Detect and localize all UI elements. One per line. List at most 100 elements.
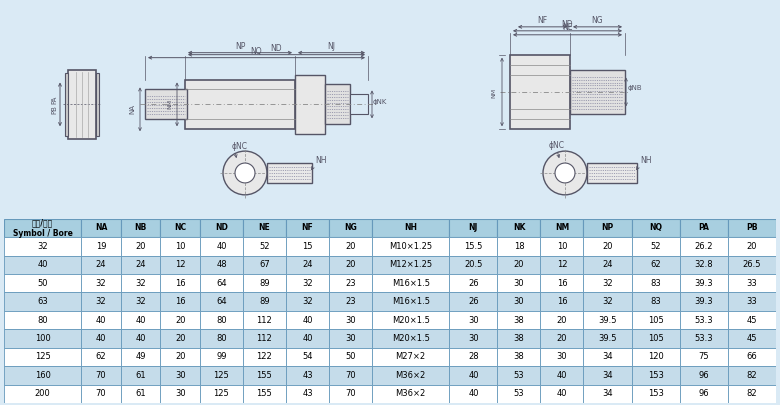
Text: NM: NM xyxy=(167,99,172,109)
Text: 18: 18 xyxy=(514,242,524,251)
Text: 40: 40 xyxy=(96,334,106,343)
Bar xyxy=(680,219,728,237)
Text: 32: 32 xyxy=(96,279,106,288)
Bar xyxy=(728,385,776,403)
Bar xyxy=(541,311,583,329)
Text: 105: 105 xyxy=(648,315,664,324)
Bar xyxy=(372,256,449,274)
Text: 20: 20 xyxy=(557,315,567,324)
Bar xyxy=(4,366,81,385)
Bar xyxy=(498,311,541,329)
Text: NH: NH xyxy=(640,156,651,165)
Text: 32: 32 xyxy=(302,297,313,306)
Text: NA: NA xyxy=(129,104,135,114)
Bar xyxy=(498,347,541,366)
Text: NM: NM xyxy=(491,87,496,98)
Bar xyxy=(145,90,187,119)
Bar xyxy=(243,329,286,347)
Text: PB: PB xyxy=(51,105,57,114)
Text: 16: 16 xyxy=(557,279,567,288)
Text: 82: 82 xyxy=(746,389,757,398)
Text: 40: 40 xyxy=(468,371,479,380)
Text: 63: 63 xyxy=(37,297,48,306)
Text: 48: 48 xyxy=(216,260,227,269)
Text: 50: 50 xyxy=(37,279,48,288)
Text: 32: 32 xyxy=(602,297,613,306)
Text: 16: 16 xyxy=(557,297,567,306)
Bar xyxy=(449,329,498,347)
Bar xyxy=(200,256,243,274)
Bar xyxy=(372,311,449,329)
Bar xyxy=(583,329,632,347)
Text: 200: 200 xyxy=(35,389,51,398)
Text: 40: 40 xyxy=(216,242,227,251)
Bar xyxy=(329,292,372,311)
Text: 38: 38 xyxy=(513,352,524,361)
Bar xyxy=(121,292,161,311)
Text: NG: NG xyxy=(344,224,356,232)
Bar xyxy=(243,311,286,329)
Text: NF: NF xyxy=(302,224,314,232)
Bar xyxy=(4,311,81,329)
Bar xyxy=(200,237,243,256)
Bar xyxy=(372,329,449,347)
Bar xyxy=(329,366,372,385)
Bar xyxy=(200,274,243,292)
Text: 66: 66 xyxy=(746,352,757,361)
Text: ND: ND xyxy=(215,224,228,232)
Text: 53.3: 53.3 xyxy=(694,315,713,324)
Bar xyxy=(329,347,372,366)
Text: 153: 153 xyxy=(647,389,664,398)
Text: 24: 24 xyxy=(602,260,613,269)
Bar xyxy=(680,366,728,385)
Text: 50: 50 xyxy=(346,352,356,361)
Bar xyxy=(632,347,680,366)
Text: 80: 80 xyxy=(37,315,48,324)
Text: 28: 28 xyxy=(468,352,479,361)
Text: 70: 70 xyxy=(345,389,356,398)
Bar xyxy=(4,219,81,237)
Text: 120: 120 xyxy=(648,352,664,361)
Text: 符号/缸径
Symbol / Bore: 符号/缸径 Symbol / Bore xyxy=(12,218,73,238)
Circle shape xyxy=(543,151,587,195)
Text: 15.5: 15.5 xyxy=(464,242,483,251)
Text: NP: NP xyxy=(235,42,245,51)
Text: NF: NF xyxy=(537,16,548,25)
Text: 24: 24 xyxy=(302,260,313,269)
Bar xyxy=(587,163,637,183)
Bar xyxy=(4,256,81,274)
Bar xyxy=(286,256,329,274)
Bar xyxy=(325,85,350,124)
Bar xyxy=(121,311,161,329)
Bar xyxy=(541,292,583,311)
Text: 30: 30 xyxy=(175,389,186,398)
Bar xyxy=(449,347,498,366)
Text: 40: 40 xyxy=(468,389,479,398)
Text: 20: 20 xyxy=(175,334,186,343)
Bar xyxy=(728,274,776,292)
Text: 32: 32 xyxy=(96,297,106,306)
Text: 38: 38 xyxy=(513,334,524,343)
Bar xyxy=(498,237,541,256)
Text: 20: 20 xyxy=(346,260,356,269)
Text: NP: NP xyxy=(601,224,614,232)
Text: 24: 24 xyxy=(96,260,106,269)
Text: NK: NK xyxy=(512,224,525,232)
Bar xyxy=(541,366,583,385)
Bar xyxy=(243,366,286,385)
Bar xyxy=(286,329,329,347)
Bar xyxy=(161,274,200,292)
Bar xyxy=(4,292,81,311)
Bar xyxy=(680,237,728,256)
Text: 33: 33 xyxy=(746,297,757,306)
Text: NG: NG xyxy=(592,16,603,25)
Bar xyxy=(185,79,295,129)
Bar xyxy=(498,366,541,385)
Bar xyxy=(498,256,541,274)
Bar xyxy=(541,385,583,403)
Text: M20×1.5: M20×1.5 xyxy=(392,334,430,343)
Text: 24: 24 xyxy=(136,260,146,269)
Bar xyxy=(161,237,200,256)
Bar xyxy=(541,219,583,237)
Bar xyxy=(583,347,632,366)
